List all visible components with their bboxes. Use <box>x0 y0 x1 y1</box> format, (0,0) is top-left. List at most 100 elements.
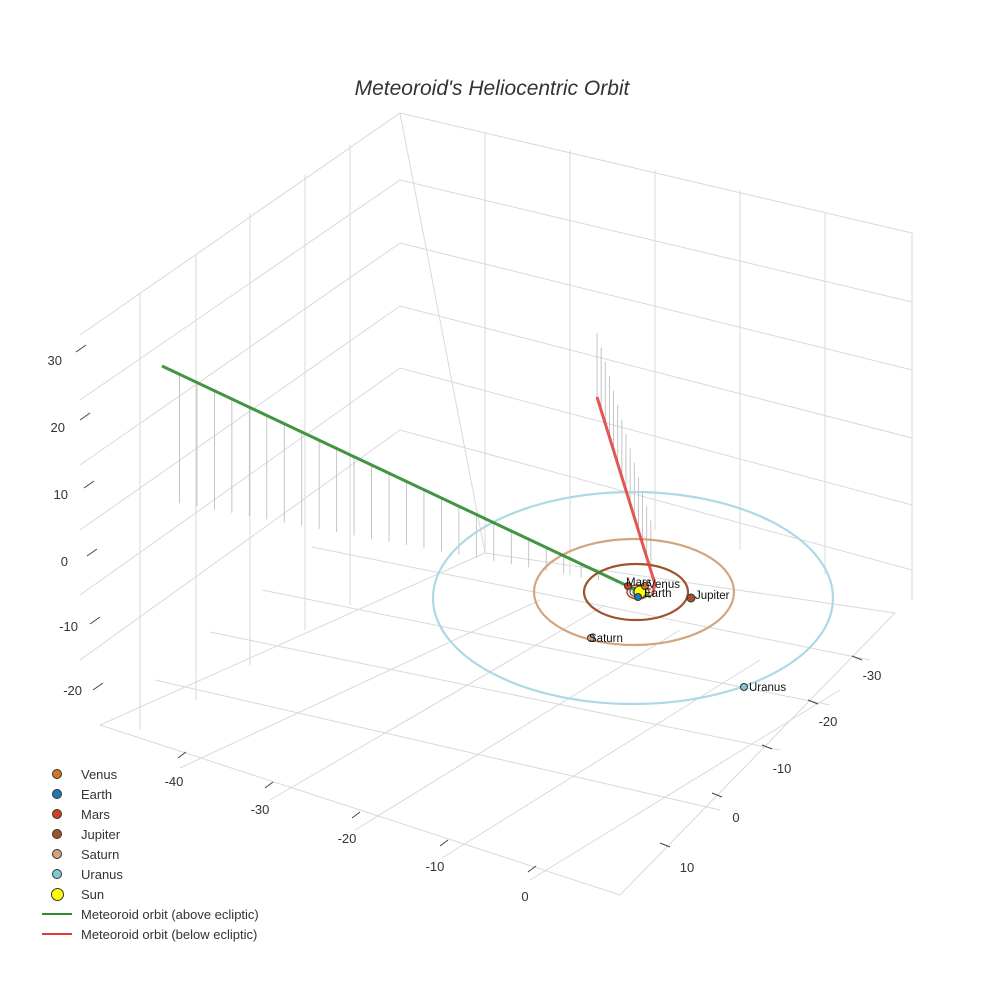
jupiter-legend-dot <box>52 829 62 839</box>
legend-item-earth[interactable]: Earth <box>38 784 259 804</box>
axis-tick-marks <box>75 344 863 873</box>
grid-line <box>154 679 721 811</box>
mars-legend-dot <box>52 809 62 819</box>
z-tick-label: 30 <box>48 353 62 368</box>
saturn-marker <box>587 634 595 642</box>
mars-label: Mars <box>626 577 652 589</box>
uranus-marker <box>740 683 748 691</box>
y-tick-mark <box>711 792 723 798</box>
legend-label: Meteoroid orbit (below ecliptic) <box>81 926 258 942</box>
legend-label: Venus <box>81 766 118 782</box>
legend-label: Sun <box>81 886 105 902</box>
planet-orbits <box>431 490 835 706</box>
mars-marker <box>624 582 632 590</box>
grid-line <box>269 604 606 801</box>
legend-item-jupiter[interactable]: Jupiter <box>38 824 259 844</box>
y-tick-label: -20 <box>819 714 838 729</box>
legend-label: Earth <box>81 786 113 802</box>
orbit-uranus <box>431 490 835 706</box>
planet-markers <box>587 582 748 691</box>
legend-item-sun[interactable]: Sun <box>38 884 259 904</box>
uranus-label: Uranus <box>749 682 786 694</box>
legend-item-venus[interactable]: Venus <box>38 764 259 784</box>
planet-labels: Venus Earth Mars Jupiter Saturn Uranus <box>589 577 786 694</box>
x-tick-label: -30 <box>251 802 270 817</box>
grid-line <box>441 659 761 859</box>
grid-line <box>179 599 541 769</box>
y-tick-mark <box>851 655 863 661</box>
back-wall-right <box>399 112 913 600</box>
venus-label: Venus <box>648 579 680 591</box>
y-tick-mark <box>659 842 671 848</box>
earth-label: Earth <box>644 588 672 600</box>
grid-line <box>529 689 841 881</box>
grid-line <box>619 612 896 896</box>
uranus-legend-dot <box>52 869 62 879</box>
z-tick-mark <box>86 548 98 557</box>
grid-line <box>354 629 681 831</box>
grid-line <box>311 546 871 661</box>
grid-line <box>79 429 913 661</box>
x-tick-mark <box>439 839 449 847</box>
z-axis-labels: 30 20 10 0 -10 -20 <box>48 353 82 698</box>
x-tick-mark <box>264 781 274 789</box>
grid-line <box>79 179 913 401</box>
legend-item-saturn[interactable]: Saturn <box>38 844 259 864</box>
grid-line <box>79 242 913 466</box>
venus-marker <box>641 582 649 590</box>
earth-legend-dot <box>52 789 62 799</box>
legend-item-orbit-below[interactable]: Meteoroid orbit (below ecliptic) <box>38 924 259 944</box>
grid-line <box>484 552 896 614</box>
saturn-legend-dot <box>52 849 62 859</box>
z-tick-label: 20 <box>51 420 65 435</box>
grid-line <box>261 589 831 706</box>
earth-marker <box>634 593 642 601</box>
x-tick-label: -10 <box>426 859 445 874</box>
venus-legend-dot <box>52 769 62 779</box>
grid-line <box>79 305 913 531</box>
y-tick-mark <box>807 699 819 705</box>
jupiter-marker <box>686 593 696 603</box>
orbit-above-legend-line <box>42 913 72 915</box>
legend-label: Mars <box>81 806 110 822</box>
y-tick-mark <box>761 744 773 750</box>
legend-label: Meteoroid orbit (above ecliptic) <box>81 906 259 922</box>
legend-label: Saturn <box>81 846 120 862</box>
y-tick-label: -30 <box>863 668 882 683</box>
legend-item-orbit-above[interactable]: Meteoroid orbit (above ecliptic) <box>38 904 259 924</box>
orbit-below-legend-line <box>42 933 72 935</box>
z-tick-mark <box>75 344 87 353</box>
meteoroid-orbit-below-line <box>595 396 657 597</box>
z-tick-mark <box>89 616 101 625</box>
y-tick-label: 0 <box>732 810 739 825</box>
z-tick-label: 0 <box>61 554 68 569</box>
z-tick-mark <box>79 412 91 421</box>
chart-title: Meteoroid's Heliocentric Orbit <box>355 77 631 100</box>
legend-item-mars[interactable]: Mars <box>38 804 259 824</box>
legend-item-uranus[interactable]: Uranus <box>38 864 259 884</box>
x-tick-mark <box>527 865 537 873</box>
legend-label: Jupiter <box>81 826 121 842</box>
grid-lines <box>79 112 913 896</box>
x-tick-mark <box>177 751 187 759</box>
y-axis-labels: -30 -20 -10 0 10 <box>680 668 882 875</box>
x-tick-label: -20 <box>338 831 357 846</box>
grid-line <box>99 724 621 896</box>
z-tick-label: -10 <box>59 619 78 634</box>
x-tick-mark <box>351 811 361 819</box>
x-axis-labels: -40 -30 -20 -10 0 <box>165 774 529 904</box>
z-tick-mark <box>92 682 104 691</box>
x-tick-label: -40 <box>165 774 184 789</box>
grid-line <box>79 367 913 596</box>
chart-legend: Venus Earth Mars Jupiter Saturn Uranus S… <box>38 764 259 944</box>
y-tick-label: 10 <box>680 860 694 875</box>
jupiter-label: Jupiter <box>695 590 730 602</box>
saturn-label: Saturn <box>589 633 623 645</box>
z-tick-label: 10 <box>54 487 68 502</box>
grid-line <box>209 631 781 751</box>
meteoroid-orbit-above-line <box>161 364 652 599</box>
grid-line <box>99 552 486 726</box>
x-tick-label: 0 <box>521 889 528 904</box>
z-tick-label: -20 <box>63 683 82 698</box>
y-tick-label: -10 <box>773 761 792 776</box>
